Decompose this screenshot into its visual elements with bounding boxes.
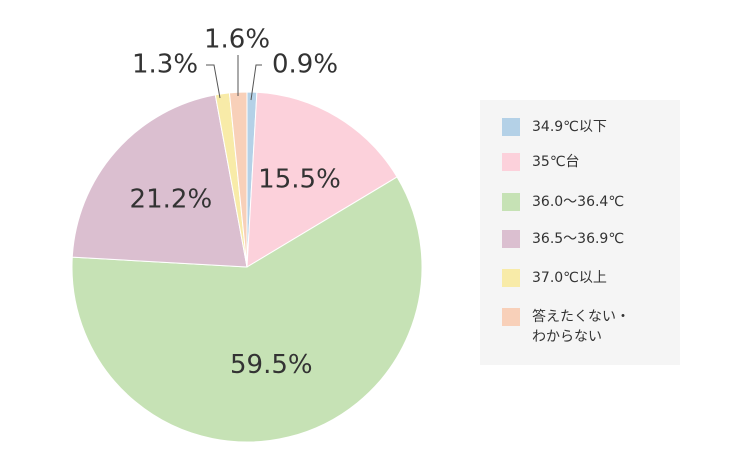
legend-swatch xyxy=(502,193,520,211)
legend-label: 37.0℃以上 xyxy=(532,270,607,286)
pie-slice xyxy=(71,176,423,443)
legend-label: 36.5〜36.9℃ xyxy=(532,231,625,247)
data-label: 15.5% xyxy=(258,165,341,195)
pie-slice xyxy=(246,91,398,268)
legend-swatch xyxy=(502,153,520,171)
legend-label: 答えたくない・ わからない xyxy=(532,309,630,345)
legend: 34.9℃以下 35℃台 36.0〜36.4℃ 36.5〜36.9℃ 37.0℃以上答え… xyxy=(480,100,680,365)
legend-item: 35℃台 xyxy=(502,153,580,172)
data-label: 1.3% xyxy=(132,50,198,80)
legend-label: 34.9℃以下 xyxy=(532,119,607,135)
data-label: 59.5% xyxy=(230,350,313,380)
leader-line xyxy=(250,64,262,101)
pie-slice xyxy=(71,94,248,268)
data-label: 21.2% xyxy=(130,184,213,214)
legend-item: 答えたくない・ わからない xyxy=(502,308,630,347)
legend-label: 35℃台 xyxy=(532,154,580,170)
legend-swatch xyxy=(502,118,520,136)
data-label: 0.9% xyxy=(272,50,338,80)
legend-item: 34.9℃以下 xyxy=(502,118,607,137)
legend-item: 36.0〜36.4℃ xyxy=(502,193,624,212)
legend-label: 36.0〜36.4℃ xyxy=(532,194,625,210)
legend-swatch xyxy=(502,308,520,326)
legend-swatch xyxy=(502,269,520,287)
leader-line xyxy=(206,64,221,99)
legend-item: 37.0℃以上 xyxy=(502,269,607,288)
data-label: 1.6% xyxy=(204,25,270,55)
legend-swatch xyxy=(502,230,520,248)
legend-item: 36.5〜36.9℃ xyxy=(502,230,624,249)
